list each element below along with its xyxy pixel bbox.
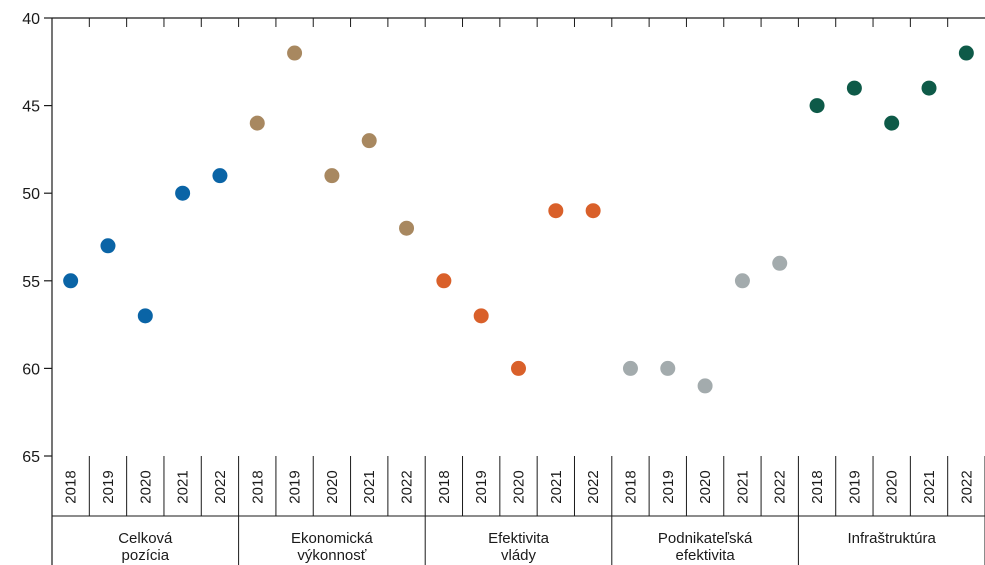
group-label: Efektivita <box>488 530 550 547</box>
data-point <box>175 185 191 201</box>
data-point <box>361 133 377 149</box>
y-axis: 40 45 50 55 60 65 <box>22 11 53 565</box>
x-tick-label: 2020 <box>884 470 901 503</box>
data-points <box>63 45 974 394</box>
x-tick-label: 2020 <box>137 470 154 503</box>
x-tick-label: 2021 <box>734 470 751 503</box>
x-tick-label: 2019 <box>473 470 490 503</box>
data-point <box>436 273 452 289</box>
data-point <box>884 115 900 131</box>
data-point <box>287 45 303 61</box>
data-point <box>473 308 489 324</box>
data-point <box>249 115 265 131</box>
data-point <box>100 238 116 254</box>
x-tick-label: 2021 <box>548 470 565 503</box>
data-point <box>137 308 153 324</box>
x-tick-label: 2022 <box>212 470 229 503</box>
y-tick-label: 45 <box>22 99 40 116</box>
data-point <box>511 360 526 376</box>
data-point <box>622 360 638 376</box>
x-tick-label: 2019 <box>846 470 863 503</box>
y-tick-label: 55 <box>22 274 40 291</box>
x-tick-label: 2022 <box>772 470 789 503</box>
group-label: Ekonomická <box>291 530 373 547</box>
x-tick-label: 2018 <box>622 470 639 503</box>
y-tick-label: 50 <box>22 186 40 203</box>
x-tick-label: 2019 <box>660 470 677 503</box>
group-label: vlády <box>501 547 537 564</box>
x-tick-label: 2021 <box>175 470 192 503</box>
x-tick-label: 2022 <box>585 470 602 503</box>
y-tick-label: 60 <box>22 361 40 378</box>
x-tick-label: 2020 <box>511 470 528 503</box>
x-tick-label: 2022 <box>399 470 416 503</box>
data-point <box>399 220 415 236</box>
x-tick-label: 2018 <box>436 470 453 503</box>
data-point <box>324 168 340 184</box>
data-point <box>697 378 713 394</box>
group-label: pozícia <box>122 547 170 564</box>
x-tick-label: 2018 <box>249 470 266 503</box>
data-point <box>585 203 601 219</box>
x-tick-label: 2021 <box>361 470 378 503</box>
y-tick-label: 40 <box>22 11 40 28</box>
group-label: efektivita <box>675 547 735 564</box>
x-tick-label: 2021 <box>921 470 938 503</box>
x-tick-label: 2019 <box>287 470 304 503</box>
group-label: výkonnosť <box>297 547 366 564</box>
data-point <box>921 80 937 96</box>
data-point <box>809 98 825 114</box>
data-point <box>846 80 862 96</box>
data-point <box>63 273 79 289</box>
data-point <box>660 360 676 376</box>
x-tick-label: 2019 <box>100 470 117 503</box>
group-label: Podnikateľská <box>658 530 753 547</box>
data-point <box>734 273 750 289</box>
data-point <box>958 45 974 61</box>
x-tick-label: 2020 <box>324 470 341 503</box>
group-label: Celková <box>118 530 173 547</box>
group-label: Infraštruktúra <box>848 530 937 547</box>
x-tick-label: 2018 <box>809 470 826 503</box>
data-point <box>772 255 788 271</box>
x-tick-label: 2022 <box>958 470 975 503</box>
x-tick-label: 2018 <box>63 470 80 503</box>
data-point <box>212 168 228 184</box>
x-tick-label: 2020 <box>697 470 714 503</box>
y-tick-label: 65 <box>22 449 40 466</box>
data-point <box>548 203 564 219</box>
